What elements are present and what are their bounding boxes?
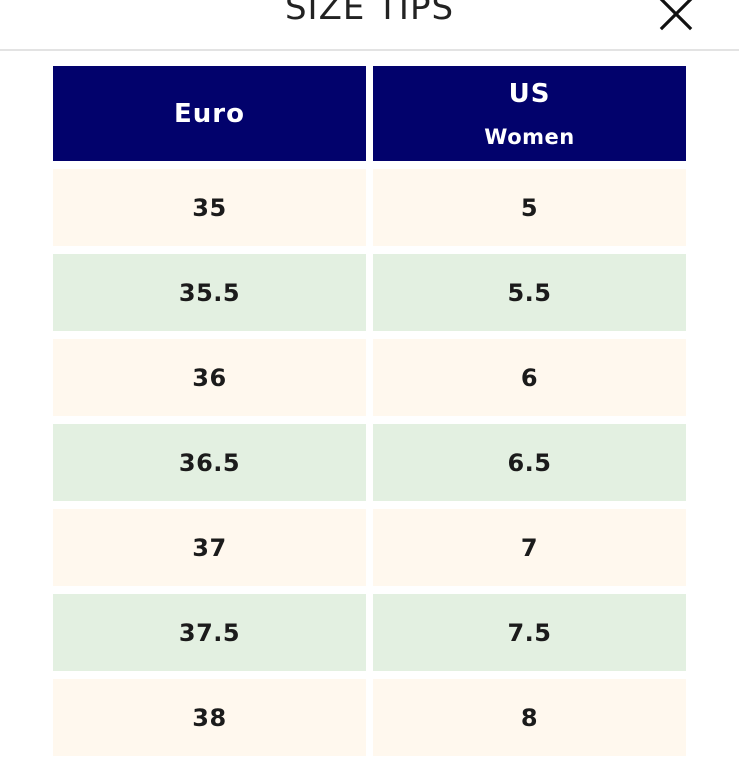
column-header-title: US xyxy=(508,78,551,109)
euro-size-cell: 35 xyxy=(53,169,366,246)
table-row: 37.5 7.5 xyxy=(53,594,686,671)
us-size-cell: 6 xyxy=(373,339,686,416)
us-size-cell: 6.5 xyxy=(373,424,686,501)
table-row: 36 6 xyxy=(53,339,686,416)
table-row: 36.5 6.5 xyxy=(53,424,686,501)
close-button[interactable] xyxy=(656,0,696,32)
table-row: 38 8 xyxy=(53,679,686,756)
column-header-us: US Women xyxy=(373,66,686,161)
table-row: 37 7 xyxy=(53,509,686,586)
euro-size-cell: 36 xyxy=(53,339,366,416)
euro-size-cell: 37 xyxy=(53,509,366,586)
modal-header: SIZE TIPS xyxy=(0,0,739,51)
us-size-cell: 7.5 xyxy=(373,594,686,671)
table-header-row: Euro US Women xyxy=(53,66,686,161)
table-row: 35 5 xyxy=(53,169,686,246)
us-size-cell: 7 xyxy=(373,509,686,586)
us-size-cell: 5 xyxy=(373,169,686,246)
page-title: SIZE TIPS xyxy=(284,0,455,28)
close-icon xyxy=(659,0,693,31)
euro-size-cell: 36.5 xyxy=(53,424,366,501)
euro-size-cell: 38 xyxy=(53,679,366,756)
column-header-euro: Euro xyxy=(53,66,366,161)
size-table: Euro US Women 35 5 35.5 5.5 36 6 36.5 6.… xyxy=(53,66,686,762)
us-size-cell: 8 xyxy=(373,679,686,756)
column-header-title: Euro xyxy=(174,98,245,129)
column-header-subtitle: Women xyxy=(484,124,575,149)
us-size-cell: 5.5 xyxy=(373,254,686,331)
table-row: 35.5 5.5 xyxy=(53,254,686,331)
euro-size-cell: 37.5 xyxy=(53,594,366,671)
euro-size-cell: 35.5 xyxy=(53,254,366,331)
